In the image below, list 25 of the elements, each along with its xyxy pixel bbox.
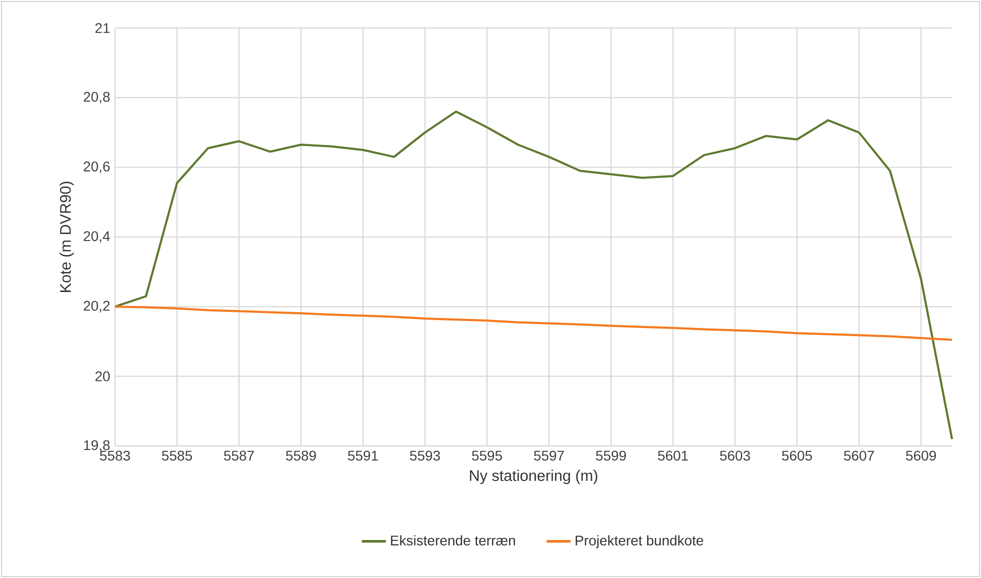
legend-label: Projekteret bundkote — [576, 535, 704, 548]
x-tick-label: 5589 — [286, 450, 316, 461]
x-tick-label: 5595 — [472, 450, 502, 461]
x-tick-label: 5585 — [162, 450, 192, 461]
x-tick-label: 5603 — [720, 450, 750, 461]
x-tick-label: 5597 — [534, 450, 564, 461]
x-tick-label: 5605 — [782, 450, 812, 461]
y-tick-label: 20,4 — [84, 231, 110, 243]
y-tick-label: 19,8 — [84, 440, 110, 452]
y-tick-label: 20,8 — [84, 92, 110, 104]
x-tick-label: 5601 — [658, 450, 688, 461]
x-tick-label: 5591 — [348, 450, 378, 461]
x-tick-label: 5609 — [906, 450, 936, 461]
y-axis-title: Kote (m DVR90) — [60, 182, 74, 292]
x-tick-label: 5599 — [596, 450, 626, 461]
y-tick-label: 20,6 — [84, 162, 110, 174]
x-tick-label: 5593 — [410, 450, 440, 461]
x-tick-label: 5587 — [224, 450, 254, 461]
y-tick-label: 21 — [95, 23, 110, 33]
legend-label: Eksisterende terræn — [391, 535, 516, 546]
y-tick-label: 20 — [95, 371, 110, 382]
x-axis-title: Ny stationering (m) — [470, 470, 598, 484]
x-tick-label: 5607 — [844, 450, 874, 461]
y-tick-label: 20,2 — [84, 300, 110, 312]
x-tick-label: 5583 — [100, 450, 130, 461]
